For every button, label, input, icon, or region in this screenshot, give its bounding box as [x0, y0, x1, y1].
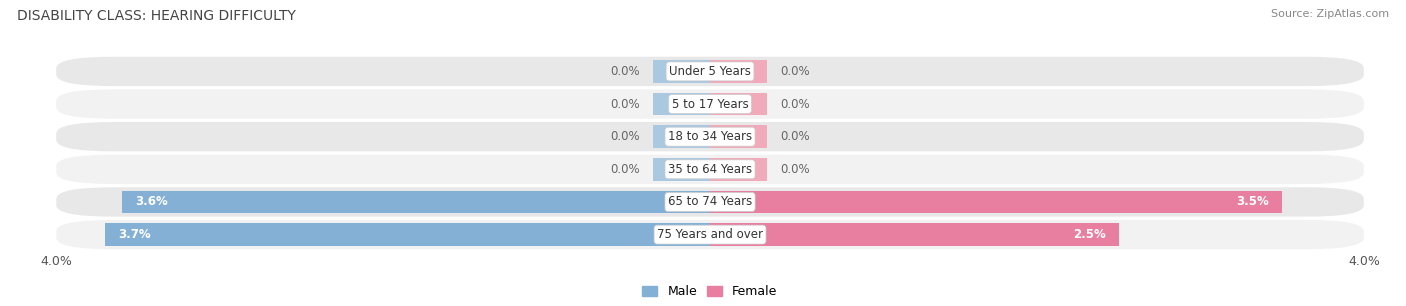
Bar — [652, 93, 710, 115]
Legend: Male, Female: Male, Female — [637, 280, 783, 304]
Text: 75 Years and over: 75 Years and over — [657, 228, 763, 241]
Bar — [710, 158, 768, 181]
Text: 0.0%: 0.0% — [610, 65, 640, 78]
Text: 0.0%: 0.0% — [780, 65, 810, 78]
Text: 0.0%: 0.0% — [610, 98, 640, 110]
Text: 3.6%: 3.6% — [135, 196, 167, 208]
FancyBboxPatch shape — [56, 89, 1364, 119]
Text: 0.0%: 0.0% — [610, 130, 640, 143]
Bar — [652, 158, 710, 181]
Bar — [710, 191, 1282, 213]
FancyBboxPatch shape — [56, 187, 1364, 217]
Bar — [105, 223, 710, 246]
Text: 3.7%: 3.7% — [118, 228, 150, 241]
Bar — [710, 60, 768, 83]
Text: 3.5%: 3.5% — [1236, 196, 1270, 208]
Bar — [652, 60, 710, 83]
Text: 0.0%: 0.0% — [610, 163, 640, 176]
Bar — [710, 223, 1119, 246]
Text: 18 to 34 Years: 18 to 34 Years — [668, 130, 752, 143]
Bar — [652, 125, 710, 148]
Bar — [122, 191, 710, 213]
FancyBboxPatch shape — [56, 122, 1364, 151]
Text: 0.0%: 0.0% — [780, 163, 810, 176]
Bar — [710, 93, 768, 115]
Text: 65 to 74 Years: 65 to 74 Years — [668, 196, 752, 208]
Text: 2.5%: 2.5% — [1073, 228, 1105, 241]
Text: 0.0%: 0.0% — [780, 98, 810, 110]
FancyBboxPatch shape — [56, 155, 1364, 184]
Text: Under 5 Years: Under 5 Years — [669, 65, 751, 78]
Text: 35 to 64 Years: 35 to 64 Years — [668, 163, 752, 176]
Text: Source: ZipAtlas.com: Source: ZipAtlas.com — [1271, 9, 1389, 19]
Text: 0.0%: 0.0% — [780, 130, 810, 143]
Bar — [710, 125, 768, 148]
FancyBboxPatch shape — [56, 57, 1364, 86]
Text: 5 to 17 Years: 5 to 17 Years — [672, 98, 748, 110]
Text: DISABILITY CLASS: HEARING DIFFICULTY: DISABILITY CLASS: HEARING DIFFICULTY — [17, 9, 295, 23]
FancyBboxPatch shape — [56, 220, 1364, 249]
